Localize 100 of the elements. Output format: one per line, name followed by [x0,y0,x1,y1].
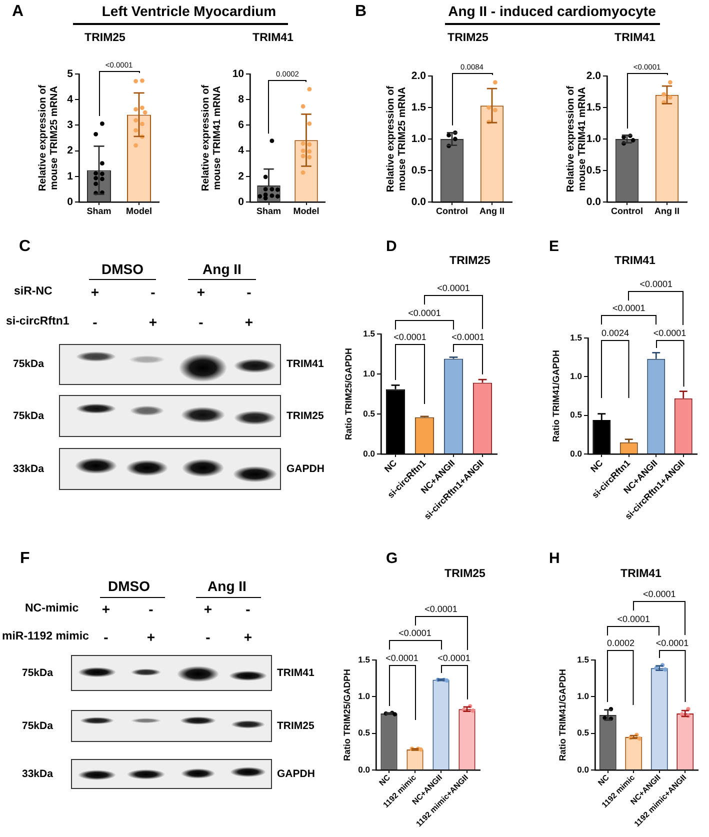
y-axis-title: Relative expression of mouse TRIM25 mRNA [38,84,60,192]
annotation: <0.0001 [394,332,426,342]
x-tick-label: Model [293,206,320,216]
text: - [104,629,108,645]
y-axis-title: Ratio TRIM41/GAPDH [558,668,568,762]
y-axis-title: Relative expression of mouse TRIM41 mRNA [566,85,588,192]
text: <0.0001 [424,604,458,614]
y-axis-title: Relative expression of mouse TRIM25 mRNA [386,85,408,192]
x-tick-label: Sham [86,206,112,216]
text: B [355,3,367,20]
y-tick-label: 0.5 [577,728,590,738]
text: + [196,284,206,300]
y-tick-label: 1.0 [570,371,582,382]
chart-title: TRIM25 [84,32,126,44]
y-tick-label: 2 [238,170,244,182]
text: GAPDH [277,768,315,780]
chart-title: TRIM41 [614,32,656,44]
y-tick-label: 0.0 [577,764,590,774]
text: TRIM25 [277,720,314,732]
text: A [12,3,24,20]
text: F [20,550,30,567]
text: <0.0001 [408,308,441,318]
text: - [198,314,204,330]
text: Ang II [208,578,246,594]
y-tick-label: 1.5 [570,332,582,342]
text: NC-mimic [25,602,79,614]
y-tick-label: 1.0 [411,132,426,145]
text: 0.0002 [606,638,635,648]
text: + [244,314,254,330]
text: <0.0001 [653,328,686,338]
text: <0.0001 [437,283,470,294]
x-tick-label: Sham [256,206,282,216]
text: G [386,550,398,567]
chart-title: TRIM41 [620,568,662,580]
text: + [204,600,212,617]
text: Ang II [202,260,242,276]
text: <0.0001 [640,278,673,289]
text: + [148,314,158,330]
text: + [90,284,100,300]
text: TRIM25 [286,409,324,422]
chart-title: TRIM41 [614,255,656,268]
chart-title: TRIM25 [450,255,490,268]
y-tick-label: 1.0 [363,368,376,378]
text: <0.0001 [612,303,646,314]
x-tick-label: Ang II [480,206,504,216]
text: 75kDa [22,666,53,679]
text: - [148,600,154,617]
text: E [549,238,560,255]
text: GAPDH [286,462,324,475]
y-tick-label: 0.5 [570,410,582,420]
x-tick-label: NC [596,772,611,788]
text: <0.0001 [656,638,689,648]
y-tick-label: 0.0 [358,764,370,774]
text: + [244,629,252,645]
text: C [19,238,31,255]
y-tick-label: 0.5 [358,728,370,738]
y-tick-label: 0.5 [363,408,376,418]
annotation: <0.0001 [438,652,470,663]
y-tick-label: 2.0 [411,70,426,82]
text: D [386,238,397,255]
text: 75kDa [13,409,44,422]
y-tick-label: 1.5 [363,328,376,338]
y-tick-label: 1.0 [577,691,590,702]
text: 0.0024 [601,328,630,338]
text: + [102,600,110,617]
text: + [146,629,156,645]
y-tick-label: 1.5 [411,101,426,114]
x-tick-label: NC [377,772,392,788]
y-tick-label: 2.0 [586,70,602,82]
y-tick-label: 10 [232,68,244,80]
chart-title: TRIM41 [252,32,294,44]
y-tick-label: 1.0 [358,691,370,702]
y-tick-label: 8 [238,93,244,106]
y-axis-title: Relative expression of mouse TRIM41 mRNA [200,84,223,192]
text: - [246,284,252,300]
text: <0.0001 [398,628,432,638]
annotation: <0.0001 [452,332,484,342]
x-tick-label: Control [611,206,643,216]
text: <0.0001 [617,614,650,624]
text: DMSO [108,578,150,594]
text: 75kDa [13,358,44,370]
y-tick-label: 0.5 [411,164,426,176]
y-tick-label: 1.0 [586,132,602,145]
y-tick-label: 1.5 [577,654,590,664]
text: si-circRftn1 [6,315,70,328]
text: TRIM41 [277,666,314,679]
y-tick-label: 0 [238,196,244,208]
x-tick-label: Model [126,206,152,216]
text: DMSO [102,260,144,276]
text: - [92,314,98,330]
chart-title: TRIM25 [448,32,488,44]
y-tick-label: 4 [67,93,74,106]
annotation: <0.0001 [386,652,418,663]
x-tick-label: Ang II [654,206,680,216]
text: - [246,600,250,617]
text: miR-1192 mimic [2,630,89,643]
y-axis-title: Ratio TRIM25/GADPH [342,668,352,762]
y-tick-label: 0 [67,196,74,208]
text: siR-NC [14,284,52,298]
text: Ang II - induced cardiomyocyte [448,3,656,19]
